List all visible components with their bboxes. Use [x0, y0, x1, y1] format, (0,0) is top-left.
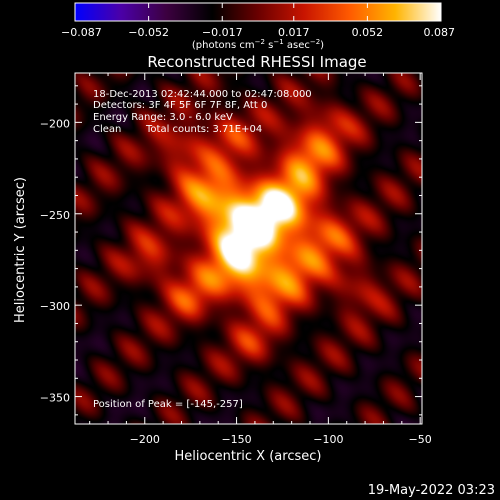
info-method: Clean: [93, 124, 121, 135]
x-axis-tick-label: −50: [409, 433, 432, 446]
x-axis-title: Heliocentric X (arcsec): [175, 449, 322, 464]
colorbar-tick-label: −0.087: [61, 26, 102, 39]
y-axis-tick-label: −200: [40, 117, 70, 130]
heatmap-raster: [75, 73, 422, 424]
y-axis-tick-label: −250: [40, 209, 70, 222]
info-time-range: 18-Dec-2013 02:42:44.000 to 02:47:08.000: [93, 89, 312, 100]
colorbar-tick-label: −0.052: [128, 26, 169, 39]
info-counts: Total counts: 3.71E+04: [145, 124, 262, 135]
y-axis-tick-label: −300: [40, 300, 70, 313]
x-axis-tick-label: −100: [313, 433, 343, 446]
info-overlay: 18-Dec-2013 02:42:44.000 to 02:47:08.000…: [93, 89, 312, 410]
info-energy: Energy Range: 3.0 - 6.0 keV: [93, 112, 233, 123]
colorbar-strip: [74, 2, 442, 22]
plot-title: Reconstructed RHESSI Image: [147, 53, 366, 71]
info-peak: Position of Peak = [-145,-257]: [93, 399, 243, 410]
x-axis-tick-label: −200: [130, 433, 160, 446]
x-axis-tick-label: −150: [221, 433, 251, 446]
colorbar-tick-label: 0.052: [352, 26, 384, 39]
colorbar-tick-label: 0.087: [424, 26, 456, 39]
y-axis-title: Heliocentric Y (arcsec): [13, 177, 28, 323]
colorbar-ticks: −0.087 −0.052 −0.017 0.017 0.052 0.087: [61, 3, 455, 39]
colorbar: −0.087 −0.052 −0.017 0.017 0.052 0.087 (photo…: [61, 2, 455, 51]
heatmap-image: [75, 73, 422, 424]
timestamp: 19-May-2022 03:23: [368, 483, 495, 498]
axis-ticks: −200 −150 −100 −50 −200 −250 −300 −350: [40, 73, 432, 446]
colorbar-tick-label: 0.017: [278, 26, 310, 39]
plot-frame: [74, 72, 423, 425]
colorbar-units: (photons cm−2 s−1 asec−2): [192, 38, 324, 51]
info-detectors: Detectors: 3F 4F 5F 6F 7F 8F, Att 0: [93, 100, 267, 111]
colorbar-tick-label: −0.017: [202, 26, 243, 39]
y-axis-tick-label: −350: [40, 392, 70, 405]
